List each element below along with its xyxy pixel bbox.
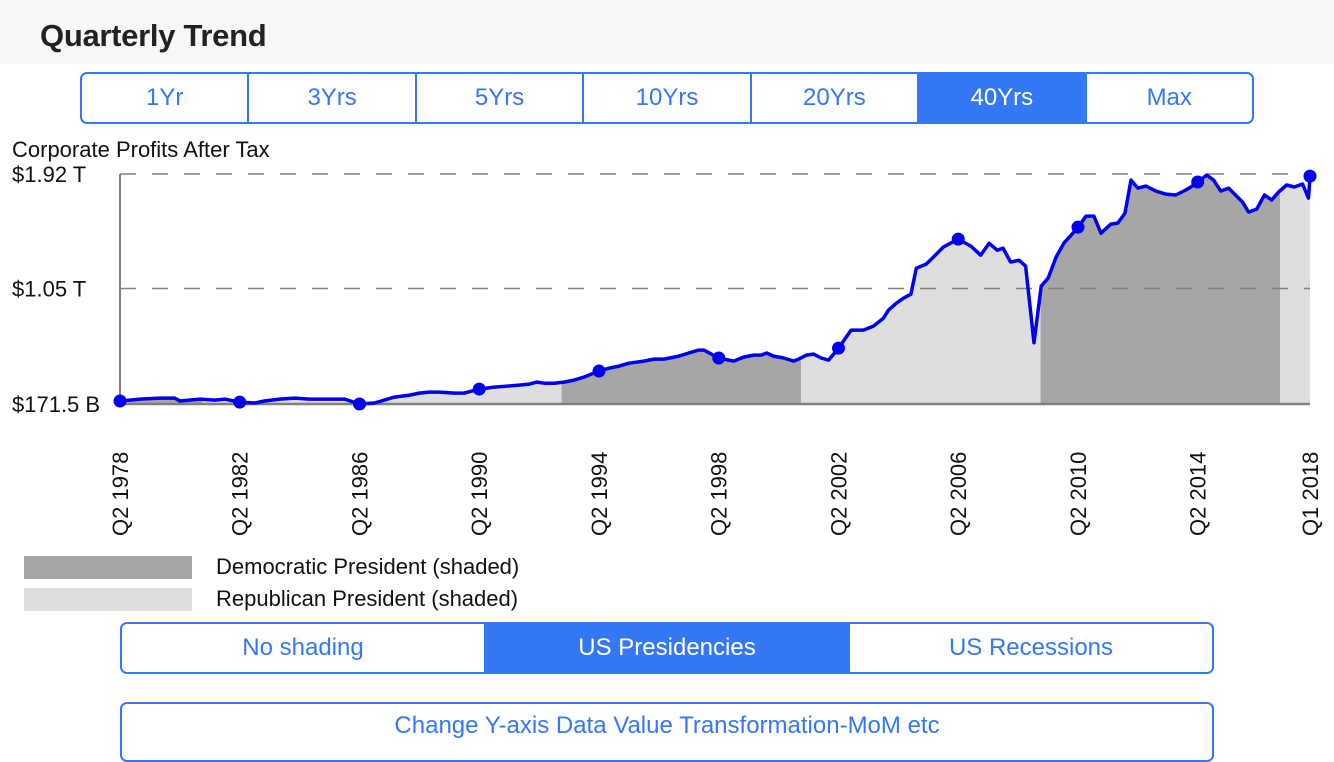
legend-swatch-democratic: [24, 556, 192, 579]
shading-option-no-shading[interactable]: No shading: [122, 624, 486, 672]
shade-democratic-2: [561, 350, 802, 404]
range-option-max[interactable]: Max: [1146, 84, 1192, 111]
change-transformation-button[interactable]: Change Y-axis Data Value Transformation-…: [120, 702, 1214, 762]
range-option-5yrs[interactable]: 5Yrs: [417, 74, 585, 122]
header-bar: Quarterly Trend: [0, 0, 1334, 64]
data-point-0: [113, 394, 127, 408]
page-title: Quarterly Trend: [40, 18, 267, 53]
shading-option-us-presidencies[interactable]: US Presidencies: [486, 624, 850, 672]
shade-democratic-4: [1040, 175, 1281, 404]
range-option-10yrs[interactable]: 10Yrs: [584, 74, 752, 122]
x-tick-label-10: Q1 2018: [1298, 452, 1323, 536]
range-option-20yrs[interactable]: 20Yrs: [752, 74, 920, 122]
data-point-5: [712, 351, 726, 365]
x-tick-label-5: Q2 1998: [707, 452, 732, 536]
shading-selector: No shading US Presidencies US Recessions: [120, 622, 1214, 674]
y-tick-label-1: $1.05 T: [12, 276, 86, 301]
data-point-7: [951, 232, 965, 246]
x-tick-label-1: Q2 1982: [228, 452, 253, 536]
range-option-3yrs[interactable]: 3Yrs: [249, 74, 417, 122]
legend-swatch-republican: [24, 588, 192, 611]
x-tick-label-4: Q2 1994: [587, 452, 612, 536]
chart-title: Corporate Profits After Tax: [12, 137, 270, 162]
data-point-8: [1071, 220, 1085, 234]
shade-republican-5: [1280, 176, 1310, 404]
legend-label-democratic: Democratic President (shaded): [216, 554, 520, 579]
data-point-2: [352, 397, 366, 411]
chart: $171.5 B $1.05 T $1.92 T Q2 1978 Q2 1982 Q2 1…: [12, 162, 1323, 536]
y-tick-label-2: $1.92 T: [12, 162, 86, 187]
data-point-10: [1303, 169, 1317, 183]
x-tick-label-7: Q2 2006: [946, 452, 971, 536]
data-line: [119, 173, 1312, 406]
y-tick-label-0: $171.5 B: [12, 392, 100, 417]
data-point-3: [472, 382, 486, 396]
shading-option-us-recessions[interactable]: US Recessions: [948, 634, 1114, 661]
x-tick-label-9: Q2 2014: [1186, 452, 1211, 536]
x-tick-label-8: Q2 2010: [1066, 452, 1091, 536]
x-tick-label-6: Q2 2002: [826, 452, 851, 536]
legend-item-democratic: Democratic President (shaded): [24, 554, 519, 579]
x-tick-label-2: Q2 1986: [347, 452, 372, 536]
data-point-9: [1191, 175, 1205, 189]
data-point-1: [233, 395, 247, 409]
data-point-6: [831, 341, 845, 355]
legend-label-republican: Republican President (shaded): [216, 586, 519, 611]
x-tick-label-3: Q2 1990: [467, 452, 492, 536]
shade-republican-3: [801, 239, 1041, 404]
range-option-40yrs[interactable]: 40Yrs: [919, 74, 1087, 122]
legend-item-republican: Republican President (shaded): [24, 586, 518, 611]
range-option-1yr[interactable]: 1Yr: [82, 74, 250, 122]
data-point-4: [592, 364, 606, 378]
time-range-selector: 1Yr 3Yrs 5Yrs 10Yrs 20Yrs 40Yrs Max: [80, 72, 1254, 124]
x-tick-label-0: Q2 1978: [108, 452, 133, 536]
